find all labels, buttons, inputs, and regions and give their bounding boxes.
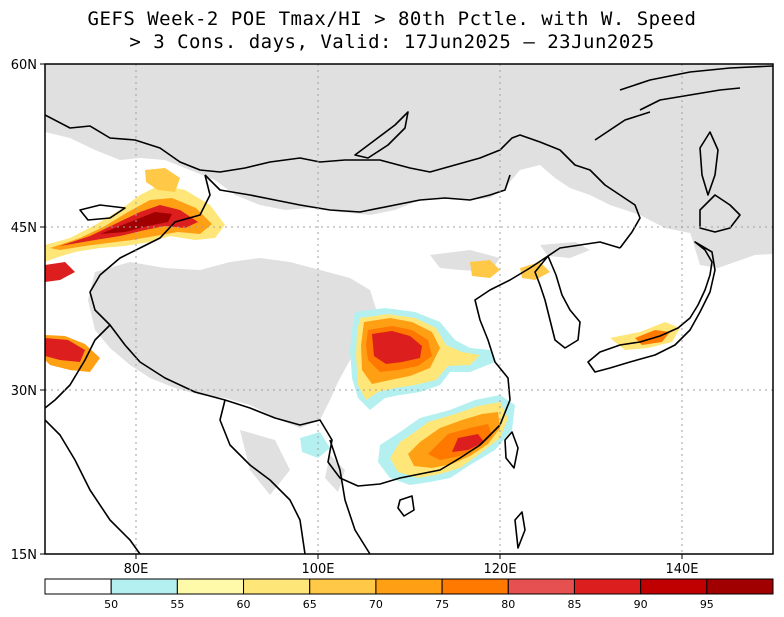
lat-label-45n: 45N [11,221,37,236]
country-borders [45,65,773,554]
colorbar-tick-label: 70 [369,598,383,611]
colorbar-tick-label: 85 [567,598,581,611]
map-title-line-1: GEFS Week-2 POE Tmax/HI > 80th Pctle. wi… [87,8,697,30]
colorbar-tick-label: 65 [303,598,317,611]
colorbar-bin [110,578,178,595]
lat-label-30n: 30N [11,384,37,399]
colorbar-bin [441,578,509,595]
colorbar-bin [44,578,112,595]
colorbar-tick-label: 60 [237,598,251,611]
colorbar: 50 55 60 65 70 75 80 85 90 95 [44,578,774,611]
colorbar-bin [243,578,311,595]
map-title-line-2: > 3 Cons. days, Valid: 17Jun2025 – 23Jun… [129,31,655,53]
colorbar-tick-label: 55 [170,598,184,611]
probability-shading [45,168,680,485]
colorbar-tick-label: 50 [104,598,118,611]
colorbar-tick-label: 80 [501,598,515,611]
lon-label-120e: 120E [483,562,516,577]
lat-label-60n: 60N [11,58,37,73]
lon-label-80e: 80E [124,562,149,577]
colorbar-bin [176,578,245,595]
axis-ticks [40,63,683,559]
colorbar-bin [309,578,377,595]
colorbar-bin [375,578,443,595]
colorbar-tick-label: 75 [435,598,449,611]
colorbar-tick-label: 90 [634,598,648,611]
graticule [45,64,773,554]
colorbar-bin [573,578,642,595]
lon-label-140e: 140E [665,562,698,577]
colorbar-bin [706,578,774,595]
lon-label-100e: 100E [301,562,334,577]
colorbar-bin [507,578,575,595]
colorbar-bin [640,578,708,595]
colorbar-tick-label: 95 [700,598,714,611]
lat-label-15n: 15N [11,548,37,563]
map-frame [44,63,774,555]
